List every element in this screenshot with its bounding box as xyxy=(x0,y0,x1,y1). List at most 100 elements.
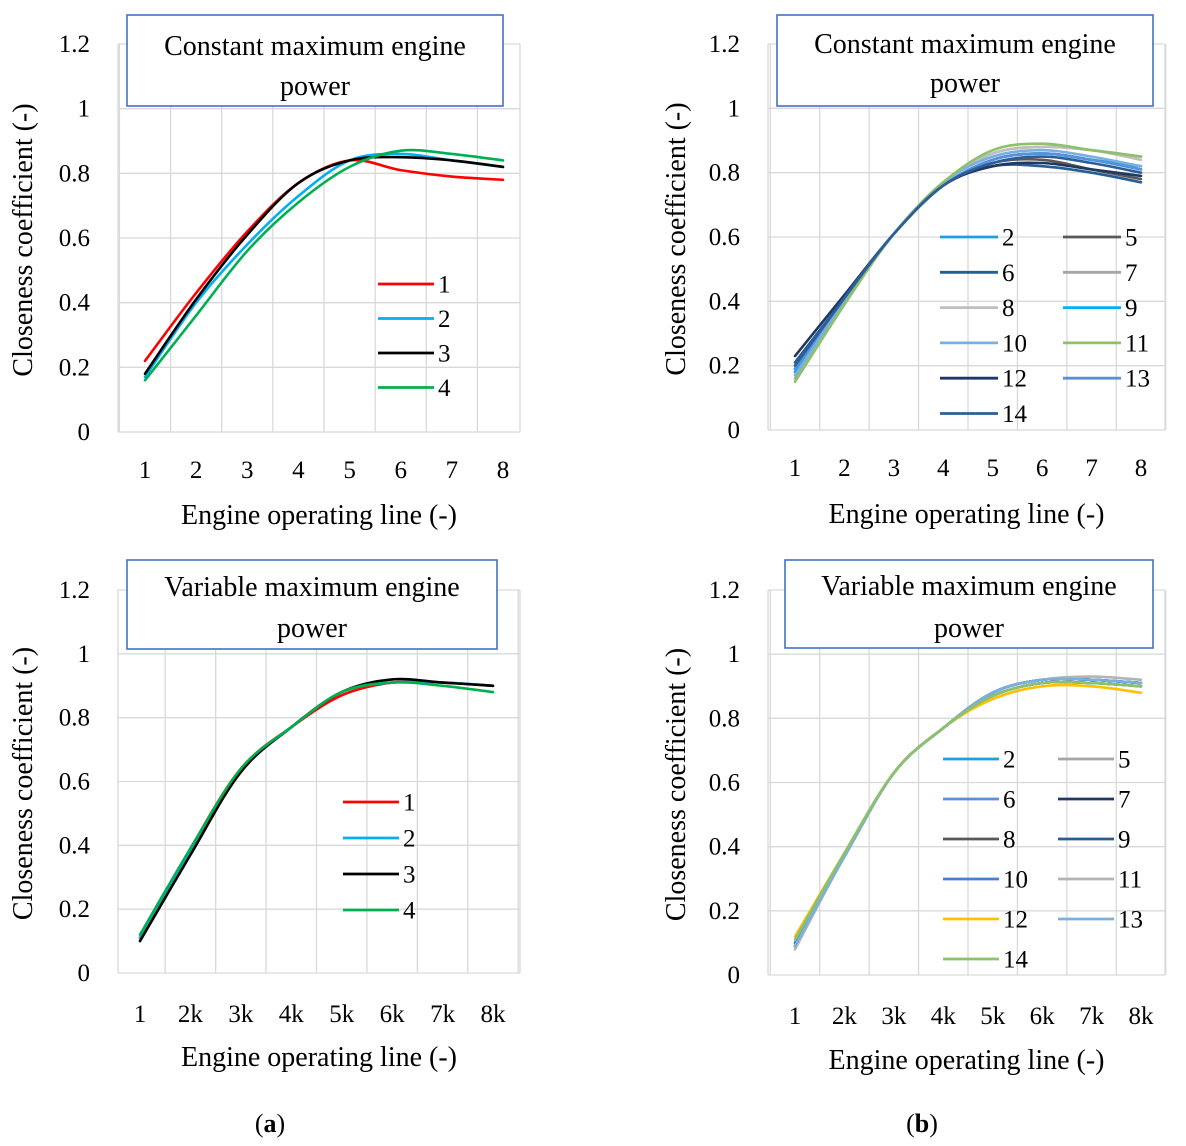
legend-label-2: 2 xyxy=(403,826,416,853)
legend-label-12: 12 xyxy=(1003,907,1028,934)
y-tick-label: 0.8 xyxy=(59,705,90,732)
y-tick-label: 0.6 xyxy=(59,769,90,796)
caption-a: (a) xyxy=(255,1109,285,1138)
legend-label-2: 2 xyxy=(1002,225,1015,252)
y-tick-label: 0.2 xyxy=(709,353,740,380)
x-tick-label: 6 xyxy=(394,457,407,484)
legend-label-2: 2 xyxy=(438,306,451,333)
x-axis-label: Engine operating line (-) xyxy=(828,1045,1104,1076)
chart-title-line: power xyxy=(930,68,1001,99)
x-tick-label: 7k xyxy=(430,1001,456,1028)
y-tick-label: 0.2 xyxy=(59,354,90,381)
x-tick-label: 3 xyxy=(241,457,254,484)
y-tick-label: 0 xyxy=(78,419,91,446)
x-tick-label: 2 xyxy=(838,455,851,482)
x-tick-label: 7k xyxy=(1079,1003,1105,1030)
chart-title-box xyxy=(126,14,504,107)
legend-label-9: 9 xyxy=(1118,827,1131,854)
caption-b-letter: b xyxy=(915,1109,929,1138)
series-line-14 xyxy=(793,680,1143,942)
caption-a-letter: a xyxy=(264,1109,277,1138)
x-tick-label: 6k xyxy=(380,1001,406,1028)
x-tick-label: 5k xyxy=(980,1003,1006,1030)
y-tick-label: 0 xyxy=(78,960,91,987)
y-tick-label: 0 xyxy=(728,962,741,989)
x-tick-label: 1 xyxy=(134,1001,147,1028)
legend-label-5: 5 xyxy=(1118,747,1131,774)
y-tick-label: 0.4 xyxy=(709,834,741,861)
y-tick-label: 0.6 xyxy=(709,224,740,251)
y-tick-label: 0.6 xyxy=(709,770,740,797)
y-tick-label: 1.2 xyxy=(59,577,90,604)
y-tick-label: 1 xyxy=(78,641,91,668)
legend-label-13: 13 xyxy=(1125,366,1150,393)
series-line-11 xyxy=(793,142,1143,384)
legend-label-3: 3 xyxy=(403,862,416,889)
legend-label-1: 1 xyxy=(403,790,416,817)
chart-panel-b-bottom: 0 0.2 0.4 0.6 0.8 1 1.2 1 2k 3k 4k 5k 6k 7k 8k Variable… xyxy=(661,559,1167,1076)
chart-title-line: power xyxy=(280,71,351,102)
chart-panel-a-bottom: 0 0.2 0.4 0.6 0.8 1 1.2 1 2k 3k 4k 5k 6k 7k 8k Variable… xyxy=(8,559,521,1073)
chart-title-line: power xyxy=(934,613,1005,644)
y-tick-label: 1.2 xyxy=(59,31,90,58)
x-axis-label: Engine operating line (-) xyxy=(181,1042,457,1073)
legend-label-8: 8 xyxy=(1003,827,1016,854)
y-tick-label: 1 xyxy=(78,96,91,123)
y-tick-label: 0.2 xyxy=(709,898,740,925)
x-tick-label: 8 xyxy=(1135,455,1148,482)
y-axis-label: Closeness coefficient (-) xyxy=(661,102,692,375)
x-tick-label: 1 xyxy=(139,457,152,484)
x-tick-label: 1 xyxy=(789,455,802,482)
x-axis-label: Engine operating line (-) xyxy=(828,499,1104,530)
x-tick-label: 3 xyxy=(888,455,901,482)
x-tick-label: 7 xyxy=(1085,455,1098,482)
legend-label-9: 9 xyxy=(1125,295,1138,322)
x-tick-label: 4k xyxy=(279,1001,305,1028)
y-tick-label: 1 xyxy=(728,95,741,122)
legend-label-4: 4 xyxy=(438,375,451,402)
chart-title-line: Variable maximum engine xyxy=(821,571,1116,602)
chart-title-box xyxy=(776,14,1154,107)
y-tick-label: 0.8 xyxy=(59,160,90,187)
legend-label-13: 13 xyxy=(1118,907,1143,934)
legend-label-3: 3 xyxy=(438,341,451,368)
chart-title-line: power xyxy=(277,613,348,644)
legend-label-6: 6 xyxy=(1003,787,1016,814)
x-tick-label: 5 xyxy=(986,455,999,482)
x-tick-label: 4k xyxy=(931,1003,957,1030)
y-tick-label: 1 xyxy=(728,641,741,668)
y-tick-label: 0.6 xyxy=(59,225,90,252)
y-tick-label: 0.4 xyxy=(59,832,91,859)
chart-title-box xyxy=(126,559,498,650)
x-tick-label: 6 xyxy=(1036,455,1049,482)
legend-label-14: 14 xyxy=(1002,401,1028,428)
chart-title-line: Constant maximum engine xyxy=(164,31,466,62)
y-tick-label: 0 xyxy=(728,417,741,444)
x-tick-label: 2 xyxy=(190,457,203,484)
x-tick-label: 8k xyxy=(1129,1003,1155,1030)
legend-label-8: 8 xyxy=(1002,295,1015,322)
x-tick-label: 5 xyxy=(343,457,356,484)
legend-label-4: 4 xyxy=(403,898,416,925)
legend-label-7: 7 xyxy=(1125,260,1138,287)
chart-title-line: Constant maximum engine xyxy=(814,29,1116,60)
y-tick-label: 0.8 xyxy=(709,160,740,187)
y-tick-label: 0.4 xyxy=(709,288,741,315)
legend-label-1: 1 xyxy=(438,272,451,299)
x-tick-label: 4 xyxy=(292,457,305,484)
legend-label-10: 10 xyxy=(1002,330,1027,357)
y-axis-label: Closeness coefficient (-) xyxy=(8,647,39,920)
series-line-14 xyxy=(793,155,1143,367)
legend-label-6: 6 xyxy=(1002,260,1015,287)
chart-title-box xyxy=(784,559,1154,649)
x-tick-label: 8k xyxy=(481,1001,507,1028)
legend-label-11: 11 xyxy=(1125,330,1149,357)
series-line-4 xyxy=(143,148,505,382)
legend-label-12: 12 xyxy=(1002,366,1027,393)
y-tick-label: 0.8 xyxy=(709,705,740,732)
legend-label-2: 2 xyxy=(1003,747,1016,774)
y-tick-label: 0.4 xyxy=(59,290,91,317)
x-tick-label: 7 xyxy=(446,457,459,484)
y-tick-label: 1.2 xyxy=(709,31,740,58)
